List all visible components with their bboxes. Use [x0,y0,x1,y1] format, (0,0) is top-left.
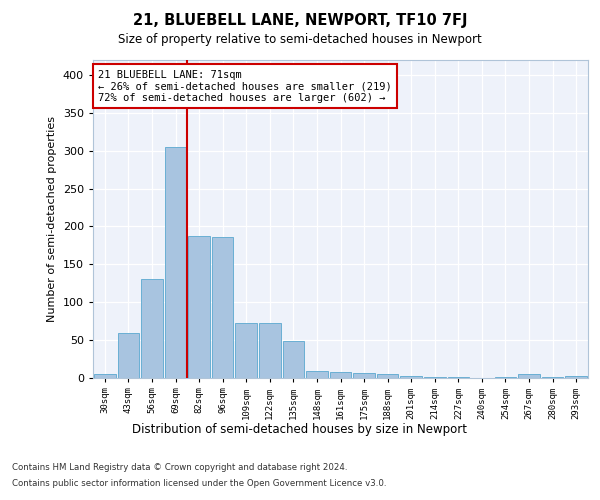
Bar [164,147,187,378]
Text: Distribution of semi-detached houses by size in Newport: Distribution of semi-detached houses by … [133,422,467,436]
Bar [283,341,304,378]
Bar [377,374,398,378]
Bar [565,376,587,378]
Text: Contains public sector information licensed under the Open Government Licence v3: Contains public sector information licen… [12,479,386,488]
Bar [306,370,328,378]
Text: Size of property relative to semi-detached houses in Newport: Size of property relative to semi-detach… [118,32,482,46]
Bar [329,372,352,378]
Bar [141,279,163,378]
Bar [424,376,446,378]
Bar [259,323,281,378]
Text: 21, BLUEBELL LANE, NEWPORT, TF10 7FJ: 21, BLUEBELL LANE, NEWPORT, TF10 7FJ [133,12,467,28]
Bar [118,333,139,378]
Bar [94,374,116,378]
Bar [494,376,517,378]
Bar [235,323,257,378]
Bar [542,376,563,378]
Bar [188,236,210,378]
Bar [448,376,469,378]
Bar [212,237,233,378]
Text: 21 BLUEBELL LANE: 71sqm
← 26% of semi-detached houses are smaller (219)
72% of s: 21 BLUEBELL LANE: 71sqm ← 26% of semi-de… [98,70,392,102]
Bar [518,374,540,378]
Y-axis label: Number of semi-detached properties: Number of semi-detached properties [47,116,57,322]
Bar [353,373,375,378]
Bar [400,376,422,378]
Text: Contains HM Land Registry data © Crown copyright and database right 2024.: Contains HM Land Registry data © Crown c… [12,462,347,471]
